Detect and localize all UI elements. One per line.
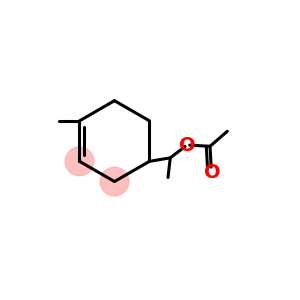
Circle shape bbox=[100, 167, 129, 196]
Circle shape bbox=[65, 147, 94, 176]
Text: O: O bbox=[178, 136, 195, 154]
Text: O: O bbox=[204, 163, 220, 182]
